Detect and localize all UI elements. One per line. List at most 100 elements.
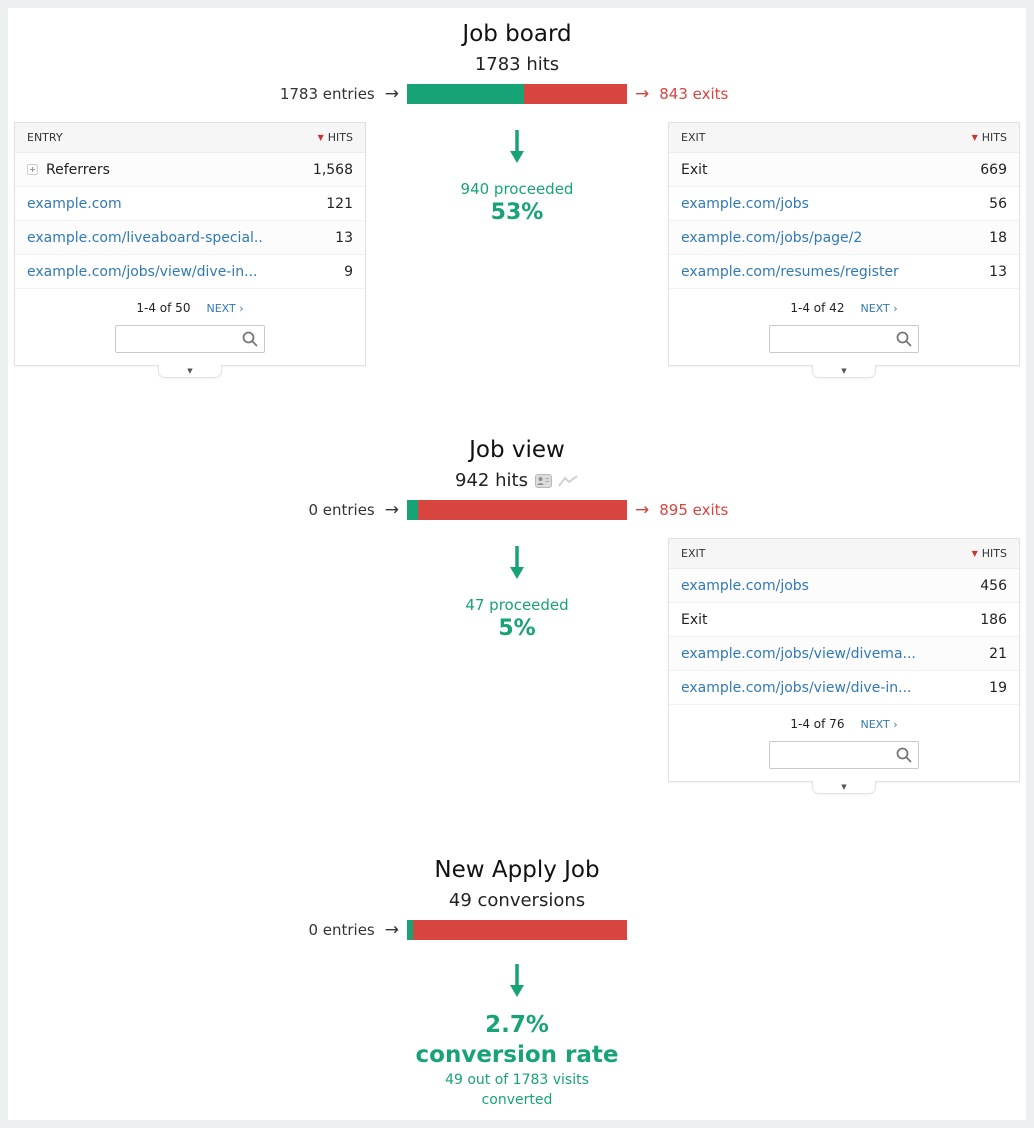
entry-url-link[interactable]: example.com/jobs/view/dive-in... [27, 263, 258, 280]
expand-icon[interactable] [27, 164, 38, 175]
exit-table: EXIT ▼ HITS example.com/jobs 456 Exit [668, 538, 1020, 782]
exit-table-wrap: EXIT ▼ HITS example.com/jobs 456 Exit [668, 538, 1020, 794]
next-page-link[interactable]: NEXT › [206, 301, 244, 315]
exits-group: → 843 exits [635, 84, 728, 104]
table-row: example.com/jobs 56 [669, 187, 1019, 221]
exit-url-link[interactable]: example.com/jobs [681, 577, 809, 594]
entries-group: 0 entries → [308, 500, 399, 520]
chevron-down-icon: ▼ [187, 366, 193, 375]
sparkline-graph-icon[interactable] [557, 474, 579, 489]
exit-table-footer: 1-4 of 76 NEXT › [669, 705, 1019, 781]
hits-value: 1,568 [312, 161, 353, 178]
step-conversions: 49 conversions [8, 888, 1026, 914]
search-icon [896, 331, 912, 347]
exit-search-input[interactable] [769, 325, 919, 353]
entry-table-header: ENTRY ▼ HITS [15, 123, 365, 153]
sort-desc-icon: ▼ [317, 132, 324, 142]
table-row: example.com/jobs/page/2 18 [669, 221, 1019, 255]
funnel-step-new-apply-job: New Apply Job 49 conversions 0 entries →… [8, 854, 1026, 1110]
conversion-rate-label: conversion rate [415, 1042, 619, 1068]
entry-url-link[interactable]: example.com/liveaboard-special.. [27, 229, 263, 246]
entry-label: Referrers [46, 161, 110, 178]
exit-table-header: EXIT ▼ HITS [669, 123, 1019, 153]
step-hits: 1783 hits [8, 52, 1026, 78]
hits-value: 56 [989, 195, 1007, 212]
hits-sort-header[interactable]: ▼ HITS [318, 131, 353, 144]
visitor-card-icon[interactable] [534, 474, 552, 488]
hits-sort-header[interactable]: ▼ HITS [972, 547, 1007, 560]
exit-table-footer: 1-4 of 42 NEXT › [669, 289, 1019, 365]
proceeded-percent: 53% [490, 200, 544, 225]
sort-desc-icon: ▼ [971, 132, 978, 142]
arrow-right-icon: → [384, 920, 399, 940]
next-page-link[interactable]: NEXT › [860, 717, 898, 731]
exit-label: Exit [681, 611, 708, 628]
hits-sort-header[interactable]: ▼ HITS [972, 131, 1007, 144]
funnel-step-job-view: Job view 942 hits 0 entries → [8, 434, 1026, 794]
table-collapse-handle[interactable]: ▼ [812, 781, 876, 794]
entry-column-header: ENTRY [27, 131, 63, 144]
next-page-link[interactable]: NEXT › [860, 301, 898, 315]
proceeded-percent: 5% [498, 616, 536, 641]
table-row: example.com 121 [15, 187, 365, 221]
entry-exit-bar-row: 0 entries → [8, 920, 1026, 940]
proceeded-block: 47 proceeded 5% [366, 538, 668, 641]
table-row: Exit 186 [669, 603, 1019, 637]
table-row: example.com/jobs/view/divema... 21 [669, 637, 1019, 671]
entry-url-link[interactable]: example.com [27, 195, 122, 212]
conversion-summary: 2.7% conversion rate 49 out of 1783 visi… [8, 962, 1026, 1110]
arrow-right-icon: → [384, 500, 399, 520]
search-icon [896, 747, 912, 763]
entries-label: 0 entries [308, 921, 375, 939]
exit-column-header: EXIT [681, 131, 706, 144]
entry-table: ENTRY ▼ HITS Referrers 1,568 example.com [14, 122, 366, 366]
entries-group: 1783 entries → [280, 84, 399, 104]
table-row: Referrers 1,568 [15, 153, 365, 187]
exit-table-body: example.com/jobs 456 Exit 186 example.co… [669, 569, 1019, 705]
table-row: Exit 669 [669, 153, 1019, 187]
step-title: Job view [469, 437, 565, 463]
exits-label: 843 exits [659, 85, 729, 103]
exit-search-input[interactable] [769, 741, 919, 769]
table-row: example.com/resumes/register 13 [669, 255, 1019, 289]
step-columns: ENTRY ▼ HITS Referrers 1,568 example.com [8, 122, 1026, 378]
entry-table-footer: 1-4 of 50 NEXT › [15, 289, 365, 365]
funnel-bar-proceeded-segment [407, 500, 418, 520]
funnel-bar [407, 920, 627, 940]
exits-label: 895 exits [659, 501, 729, 519]
chevron-down-icon: ▼ [841, 366, 847, 375]
funnel-bar-proceeded-segment [407, 84, 524, 104]
funnel-bar-proceeded-segment [407, 920, 413, 940]
hits-value: 121 [326, 195, 353, 212]
hits-count: 942 hits [455, 470, 528, 491]
table-row: example.com/jobs 456 [669, 569, 1019, 603]
hits-value: 9 [344, 263, 353, 280]
hits-value: 186 [980, 611, 1007, 628]
entry-exit-bar-row: 0 entries → → 895 exits [8, 500, 1026, 520]
exit-url-link[interactable]: example.com/resumes/register [681, 263, 899, 280]
sort-desc-icon: ▼ [971, 548, 978, 558]
funnel-bar [407, 84, 627, 104]
pagination-range: 1-4 of 50 [136, 301, 191, 315]
hits-column-header: HITS [981, 547, 1007, 560]
proceeded-block: 940 proceeded 53% [366, 122, 668, 225]
proceeded-count: 940 proceeded [460, 180, 574, 198]
hits-column-header: HITS [981, 131, 1007, 144]
exit-column-header: EXIT [681, 547, 706, 560]
exit-table-wrap: EXIT ▼ HITS Exit 669 example.com/jobs [668, 122, 1020, 378]
exit-url-link[interactable]: example.com/jobs/view/divema... [681, 645, 916, 662]
pagination-range: 1-4 of 42 [790, 301, 845, 315]
table-collapse-handle[interactable]: ▼ [158, 365, 222, 378]
table-collapse-handle[interactable]: ▼ [812, 365, 876, 378]
hits-value: 669 [980, 161, 1007, 178]
exits-group: → 895 exits [635, 500, 728, 520]
exit-url-link[interactable]: example.com/jobs/view/dive-in... [681, 679, 912, 696]
entry-search-input[interactable] [115, 325, 265, 353]
arrow-down-icon [510, 546, 524, 579]
arrow-right-icon: → [384, 84, 399, 104]
exit-url-link[interactable]: example.com/jobs/page/2 [681, 229, 863, 246]
exit-url-link[interactable]: example.com/jobs [681, 195, 809, 212]
hits-column-header: HITS [327, 131, 353, 144]
conversion-detail-line1: 49 out of 1783 visits [445, 1072, 589, 1088]
hits-value: 13 [335, 229, 353, 246]
